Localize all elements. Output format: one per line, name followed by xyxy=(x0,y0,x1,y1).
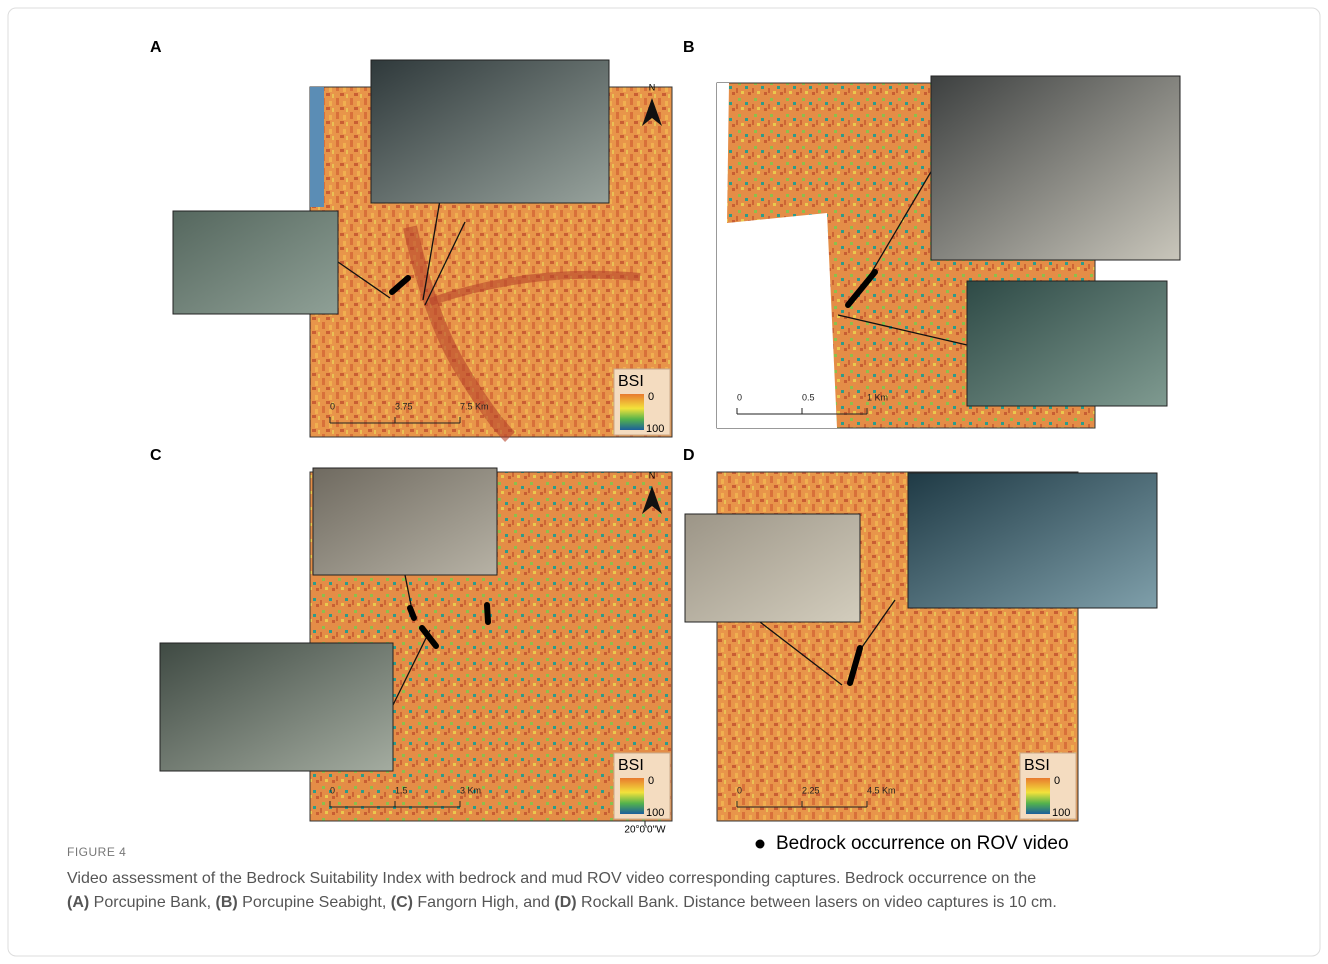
caption-run: Video assessment of the Bedrock Suitabil… xyxy=(67,867,1267,891)
legend-max: 100 xyxy=(646,423,664,435)
panel-label: D xyxy=(683,447,695,464)
scale-label: 0 xyxy=(330,401,335,411)
caption-run: Fangorn High, and xyxy=(413,894,554,911)
figure: A 0 3.75 7.5 Km N BSI 0 100 B 0 0.5 1 Km C 0 1.5 3 Km N B… xyxy=(0,0,1328,964)
scale-label: 3.75 xyxy=(395,401,413,411)
scale-label: 0 xyxy=(330,785,335,795)
rov-photo xyxy=(313,468,497,575)
legend-title: BSI xyxy=(1024,757,1050,774)
scale-label: 0 xyxy=(737,785,742,795)
legend-min: 0 xyxy=(648,391,654,403)
legend-title: BSI xyxy=(618,373,644,390)
legend-min: 0 xyxy=(1054,775,1060,787)
rov-photo xyxy=(931,76,1180,260)
longitude-label: 20°0'0"W xyxy=(624,825,666,836)
caption: Video assessment of the Bedrock Suitabil… xyxy=(67,867,1267,915)
color-ramp xyxy=(1026,778,1050,814)
caption-run: Porcupine Bank, xyxy=(89,894,215,911)
rov-photo xyxy=(160,643,393,771)
page: A 0 3.75 7.5 Km N BSI 0 100 B 0 0.5 1 Km C 0 1.5 3 Km N B… xyxy=(0,0,1328,964)
legend-max: 100 xyxy=(646,807,664,819)
panel-label: A xyxy=(150,39,162,56)
panel-label: B xyxy=(683,39,695,56)
caption-run: (C) xyxy=(391,894,413,911)
scale-label: 7.5 Km xyxy=(460,401,489,411)
rov-photo xyxy=(371,60,609,203)
legend-max: 100 xyxy=(1052,807,1070,819)
caption-block: FIGURE 4 Video assessment of the Bedrock… xyxy=(67,845,1267,915)
caption-run: (D) xyxy=(554,894,576,911)
scale-label: 3 Km xyxy=(460,785,481,795)
color-ramp xyxy=(620,778,644,814)
rov-photo xyxy=(685,514,860,622)
figure-number: FIGURE 4 xyxy=(67,845,1267,859)
panel-label: C xyxy=(150,447,162,464)
north-label: N xyxy=(649,82,656,92)
caption-run: Rockall Bank. Distance between lasers on… xyxy=(577,894,1057,911)
legend-min: 0 xyxy=(648,775,654,787)
north-label: N xyxy=(649,470,656,480)
caption-run: Porcupine Seabight, xyxy=(238,894,391,911)
bedrock-marker xyxy=(487,605,488,622)
bedrock-marker xyxy=(410,608,414,618)
color-ramp xyxy=(620,394,644,430)
rov-photo xyxy=(967,281,1167,406)
scale-label: 0 xyxy=(737,392,742,402)
caption-run: (B) xyxy=(216,894,238,911)
rov-photo xyxy=(908,473,1157,608)
scale-label: 2.25 xyxy=(802,785,820,795)
scale-label: 0.5 xyxy=(802,392,815,402)
land xyxy=(310,87,324,207)
caption-run: (A) xyxy=(67,894,89,911)
legend-title: BSI xyxy=(618,757,644,774)
rov-photo xyxy=(173,211,338,314)
scale-label: 1 Km xyxy=(867,392,888,402)
scale-label: 4.5 Km xyxy=(867,785,896,795)
scale-label: 1.5 xyxy=(395,785,408,795)
